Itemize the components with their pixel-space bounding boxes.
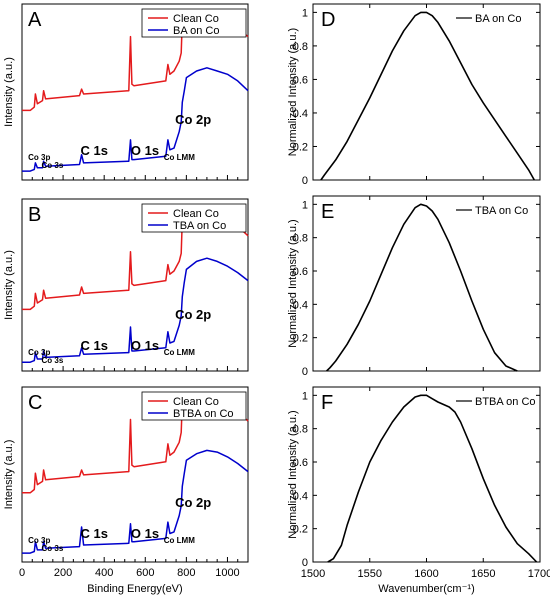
axis-frame <box>312 3 541 181</box>
y-axis-label: Normalized Intensity (a.u.) <box>287 219 299 347</box>
y-axis-label: Intensity (a.u.) <box>3 250 15 320</box>
panel-e: E Normalized Intensity (a.u.) 0 0.2 0.4 0.6 0.… <box>287 195 541 378</box>
y-axis-label: Intensity (a.u.) <box>3 57 15 127</box>
x-tick-label: 800 <box>177 567 195 579</box>
series-line-0 <box>327 394 538 563</box>
series-line-0 <box>326 203 518 372</box>
x-tick-label: 1000 <box>215 567 239 579</box>
y-tick-label: 0.2 <box>293 524 308 536</box>
y-tick-label: 0.4 <box>293 108 308 120</box>
y-tick-label: 0.6 <box>293 266 308 278</box>
peak-label: O 1s <box>131 143 159 158</box>
y-tick-label: 0.8 <box>293 41 308 53</box>
y-tick-label: 1 <box>302 7 308 19</box>
legend-entry: Clean Co <box>173 396 219 408</box>
legend-box <box>141 203 247 233</box>
peak-label: C 1s <box>81 526 108 541</box>
panel-f: F Normalized Intensity (a.u.) 0 0.2 0.4 0.6 0.… <box>287 386 550 595</box>
x-tick-label: 1600 <box>414 568 438 580</box>
peak-label: Co LMM <box>164 153 195 162</box>
panel-letter: C <box>28 392 42 414</box>
y-axis-label: Normalized Intensity (a.u.) <box>287 28 299 156</box>
x-tick-label: 0 <box>19 567 25 579</box>
peak-label: Co LMM <box>164 348 195 357</box>
peak-label: Co 3p <box>28 536 50 545</box>
y-tick-label: 0 <box>302 557 308 569</box>
x-tick-label: 200 <box>54 567 72 579</box>
panel-letter: B <box>28 204 41 226</box>
y-tick-label: 0.6 <box>293 74 308 86</box>
x-tick-label: 1500 <box>301 568 325 580</box>
y-tick-label: 0.4 <box>293 299 308 311</box>
panel-letter: A <box>28 9 42 31</box>
x-tick-label: 1650 <box>471 568 495 580</box>
peak-label: Co 2p <box>175 495 211 510</box>
series-line-1 <box>22 67 249 172</box>
x-axis-label: Wavenumber(cm⁻¹) <box>378 583 474 595</box>
panel-d: D Normalized Intensity (a.u.) 0 0.2 0.4 0.6 0.… <box>287 3 541 187</box>
y-tick-label: 0.4 <box>293 490 308 502</box>
peak-label: O 1s <box>131 338 159 353</box>
legend-box <box>141 8 247 38</box>
x-tick-label: 1700 <box>528 568 550 580</box>
series-line-1 <box>22 449 249 554</box>
y-tick-label: 0.8 <box>293 424 308 436</box>
panel-letter: F <box>321 392 333 414</box>
series-line-1 <box>22 257 249 363</box>
legend-entry: TBA on Co <box>475 205 528 217</box>
peak-label: Co 3s <box>42 356 64 365</box>
peak-label: Co 3p <box>28 153 50 162</box>
y-tick-label: 0.2 <box>293 333 308 345</box>
legend-entry: BA on Co <box>475 13 521 25</box>
legend-entry: BA on Co <box>173 25 219 37</box>
series-line-0 <box>320 11 535 181</box>
peak-label: Co 2p <box>175 307 211 322</box>
axis-frame <box>312 386 541 563</box>
y-tick-label: 0 <box>302 366 308 378</box>
y-tick-label: 1 <box>302 390 308 402</box>
legend-entry: Clean Co <box>173 13 219 25</box>
legend-box <box>141 391 247 421</box>
y-tick-label: 0.2 <box>293 141 308 153</box>
peak-label: C 1s <box>81 143 108 158</box>
peak-label: Co 2p <box>175 112 211 127</box>
y-tick-label: 0.6 <box>293 457 308 469</box>
legend-entry: TBA on Co <box>173 220 226 232</box>
legend-entry: Clean Co <box>173 208 219 220</box>
peak-label: Co 3s <box>42 161 64 170</box>
y-tick-label: 1 <box>302 199 308 211</box>
peak-label: Co 3s <box>42 544 64 553</box>
peak-label: C 1s <box>81 338 108 353</box>
y-tick-label: 0.8 <box>293 233 308 245</box>
legend-entry: BTBA on Co <box>173 408 234 420</box>
x-axis-label: Binding Energy(eV) <box>87 583 182 595</box>
y-axis-label: Intensity (a.u.) <box>3 440 15 510</box>
peak-label: O 1s <box>131 526 159 541</box>
y-tick-label: 0 <box>302 175 308 187</box>
x-tick-label: 600 <box>136 567 154 579</box>
x-tick-label: 400 <box>95 567 113 579</box>
panel-letter: E <box>321 201 334 223</box>
peak-label: Co LMM <box>164 536 195 545</box>
x-tick-label: 1550 <box>358 568 382 580</box>
legend-entry: BTBA on Co <box>475 396 536 408</box>
peak-label: Co 3p <box>28 348 50 357</box>
panel-letter: D <box>321 9 335 31</box>
y-axis-label: Normalized Intensity (a.u.) <box>287 410 299 538</box>
